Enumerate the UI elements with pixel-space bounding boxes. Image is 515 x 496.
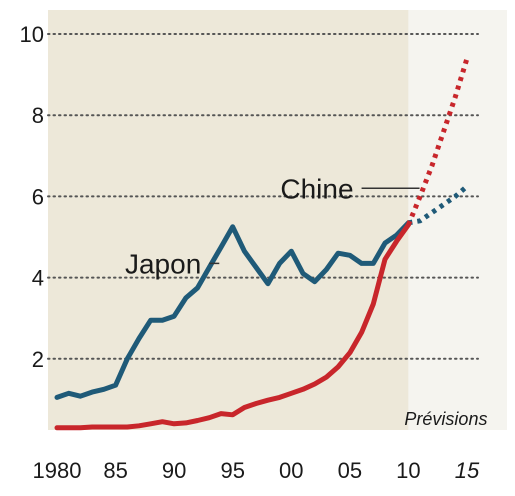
japon-forecast-line: [407, 184, 469, 226]
y-tick-label: 8: [32, 103, 44, 128]
chine-label: Chine: [280, 173, 353, 204]
y-axis-ticks: 2 4 6 8 10: [20, 22, 44, 372]
x-tick-label: 00: [279, 458, 303, 483]
x-tick-label: 10: [396, 458, 420, 483]
x-tick-label: 05: [338, 458, 362, 483]
x-tick-label: 95: [220, 458, 244, 483]
series-lines: [54, 57, 470, 431]
x-tick-label: 15: [455, 458, 480, 483]
x-tick-label: 85: [103, 458, 127, 483]
japon-label: Japon: [125, 248, 201, 279]
y-tick-label: 4: [32, 266, 44, 291]
grid-lines: [47, 33, 479, 360]
x-tick-label: 1980: [33, 458, 82, 483]
y-tick-label: 6: [32, 184, 44, 209]
y-tick-label: 2: [32, 347, 44, 372]
x-tick-label: 90: [162, 458, 186, 483]
japon-line: [54, 220, 411, 400]
series-labels: Japon Chine: [125, 173, 420, 279]
forecast-label: Prévisions: [404, 409, 487, 429]
x-axis-ticks: 1980 85 90 95 00 05 10 15: [33, 458, 480, 483]
chine-line: [54, 222, 411, 431]
chine-forecast-line: [406, 57, 470, 226]
historical-background: [48, 10, 409, 430]
forecast-background: [408, 10, 507, 430]
y-tick-label: 10: [20, 22, 44, 47]
